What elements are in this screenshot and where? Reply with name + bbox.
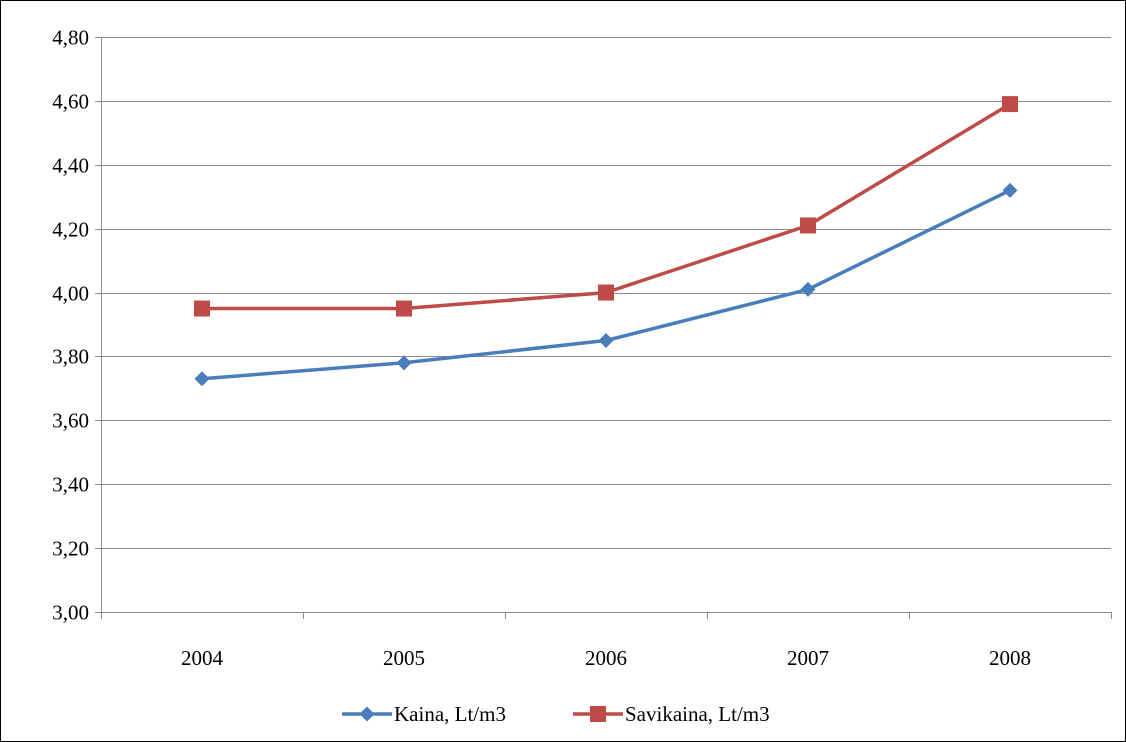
data-point <box>598 284 614 301</box>
data-point <box>598 332 614 348</box>
y-tick-label: 4,20 <box>52 218 89 242</box>
data-point <box>1002 96 1018 113</box>
legend-item-0[interactable]: Kaina, Lt/m3 <box>342 702 506 726</box>
series-0 <box>194 182 1018 387</box>
x-tick-label: 2006 <box>585 646 627 670</box>
series-1 <box>194 96 1018 317</box>
data-point <box>396 355 412 371</box>
y-axis-tick-labels: 3,00 3,20 3,40 3,60 3,80 4,00 4,20 4,40 4,60 4,80 <box>52 26 89 625</box>
legend[interactable]: Kaina, Lt/m3 Savikaina, Lt/m3 <box>342 702 770 726</box>
x-tick-label: 2005 <box>383 646 425 670</box>
x-tick-label: 2008 <box>989 646 1031 670</box>
series-line <box>201 188 1011 381</box>
data-point <box>1002 182 1018 198</box>
y-tick-label: 4,00 <box>52 282 89 306</box>
y-tick-label: 4,40 <box>52 154 89 178</box>
legend-marker <box>590 706 606 722</box>
legend-marker <box>359 706 375 722</box>
legend-label: Kaina, Lt/m3 <box>394 702 506 726</box>
data-point <box>194 300 210 317</box>
series-group <box>194 96 1018 387</box>
y-tick-label: 3,40 <box>52 473 89 497</box>
y-tick-label: 3,00 <box>52 601 89 625</box>
y-tick-label: 4,80 <box>52 26 89 50</box>
legend-item-1[interactable]: Savikaina, Lt/m3 <box>573 702 770 726</box>
x-tick-label: 2004 <box>181 646 224 670</box>
data-point <box>800 281 816 297</box>
y-tick-label: 3,20 <box>52 537 89 561</box>
x-axis-tick-labels: 2004 2005 2006 2007 2008 <box>181 646 1031 670</box>
x-tick-label: 2007 <box>787 646 829 670</box>
data-point <box>396 300 412 317</box>
data-point <box>194 371 210 387</box>
y-tick-label: 4,60 <box>52 90 89 114</box>
y-tick-label: 3,80 <box>52 345 89 369</box>
axes <box>95 37 1112 619</box>
legend-label: Savikaina, Lt/m3 <box>625 702 770 726</box>
y-tick-label: 3,60 <box>52 409 89 433</box>
series-line <box>202 102 1011 311</box>
gridlines <box>101 37 1111 549</box>
data-point <box>800 217 816 234</box>
